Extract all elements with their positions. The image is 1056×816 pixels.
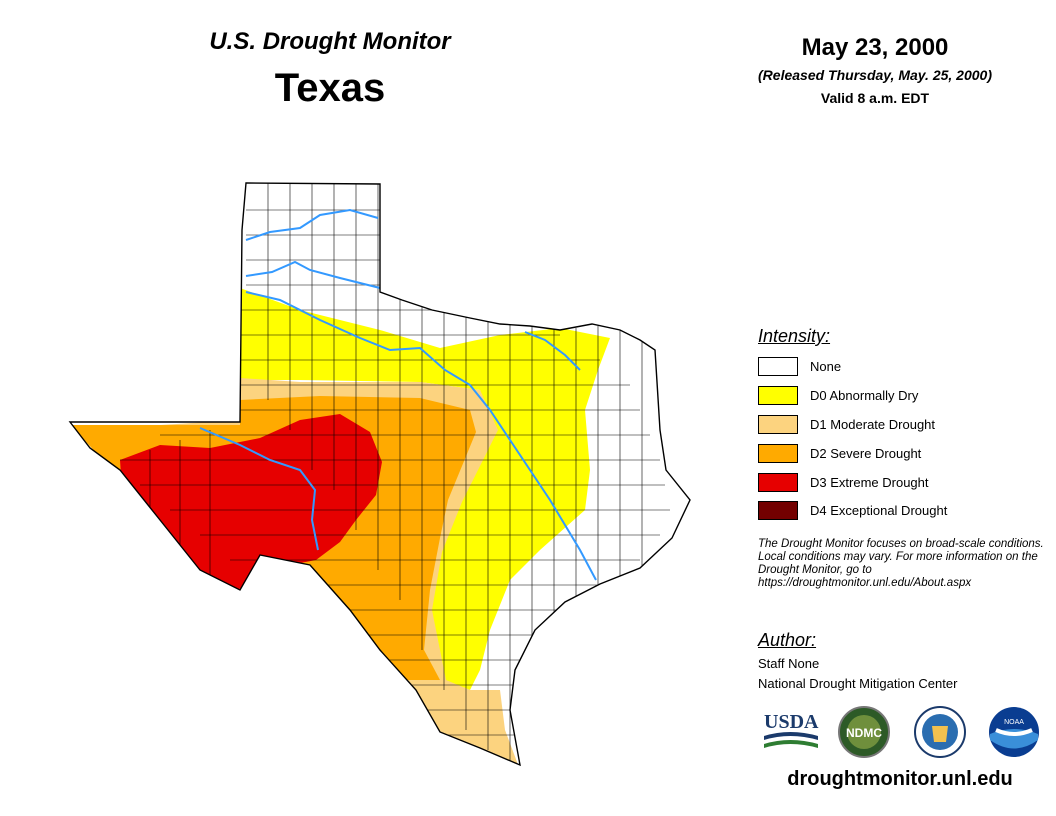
- commerce-seal: [914, 706, 966, 758]
- legend-label: D3 Extreme Drought: [810, 474, 929, 490]
- legend-swatch: [758, 356, 798, 376]
- texas-drought-map: [68, 182, 691, 767]
- author-organization: National Drought Mitigation Center: [758, 676, 958, 691]
- rivers: [199, 208, 597, 581]
- legend-swatch: [758, 385, 798, 405]
- noaa-logo-text: NOAA: [1004, 719, 1024, 726]
- valid-time: Valid 8 a.m. EDT: [820, 90, 930, 106]
- legend-item-d4: D4 Exceptional Drought: [758, 499, 947, 521]
- usda-logo: USDA: [764, 711, 819, 748]
- map-date: May 23, 2000: [801, 34, 949, 61]
- legend-label: None: [810, 358, 842, 374]
- texas-outline: [68, 182, 691, 767]
- release-date: (Released Thursday, May. 25, 2000): [758, 67, 992, 83]
- legend-item-d0: D0 Abnormally Dry: [758, 384, 918, 406]
- county-lines: [120, 183, 670, 765]
- legend-swatch: [758, 472, 798, 492]
- state-title: Texas: [274, 66, 386, 110]
- legend-swatch: [758, 414, 798, 434]
- usda-logo-text: USDA: [764, 711, 819, 733]
- region-d0: [240, 288, 610, 690]
- monitor-note: The Drought Monitor focuses on broad-sca…: [758, 538, 1044, 589]
- legend-item-d3: D3 Extreme Drought: [758, 471, 929, 493]
- noaa-logo: NOAA: [989, 707, 1039, 757]
- legend-label: D0 Abnormally Dry: [810, 387, 919, 403]
- partner-logos: USDA NDMC NOAA: [764, 706, 1039, 758]
- legend-label: D1 Moderate Drought: [810, 416, 936, 432]
- ndmc-logo: NDMC: [838, 706, 890, 758]
- legend-label: D4 Exceptional Drought: [810, 502, 948, 518]
- website-link[interactable]: droughtmonitor.unl.edu: [787, 768, 1013, 790]
- legend-swatch: [758, 443, 798, 463]
- drought-monitor-title: U.S. Drought Monitor: [209, 28, 451, 55]
- ndmc-logo-text: NDMC: [846, 726, 882, 740]
- author-title: Author:: [758, 630, 817, 650]
- author-name: Staff None: [758, 656, 820, 671]
- legend-item-none: None: [758, 355, 841, 377]
- legend-item-d2: D2 Severe Drought: [758, 442, 921, 464]
- legend-swatch: [758, 500, 798, 520]
- legend-label: D2 Severe Drought: [810, 445, 922, 461]
- legend-title: Intensity:: [758, 326, 831, 346]
- legend-item-d1: D1 Moderate Drought: [758, 413, 935, 435]
